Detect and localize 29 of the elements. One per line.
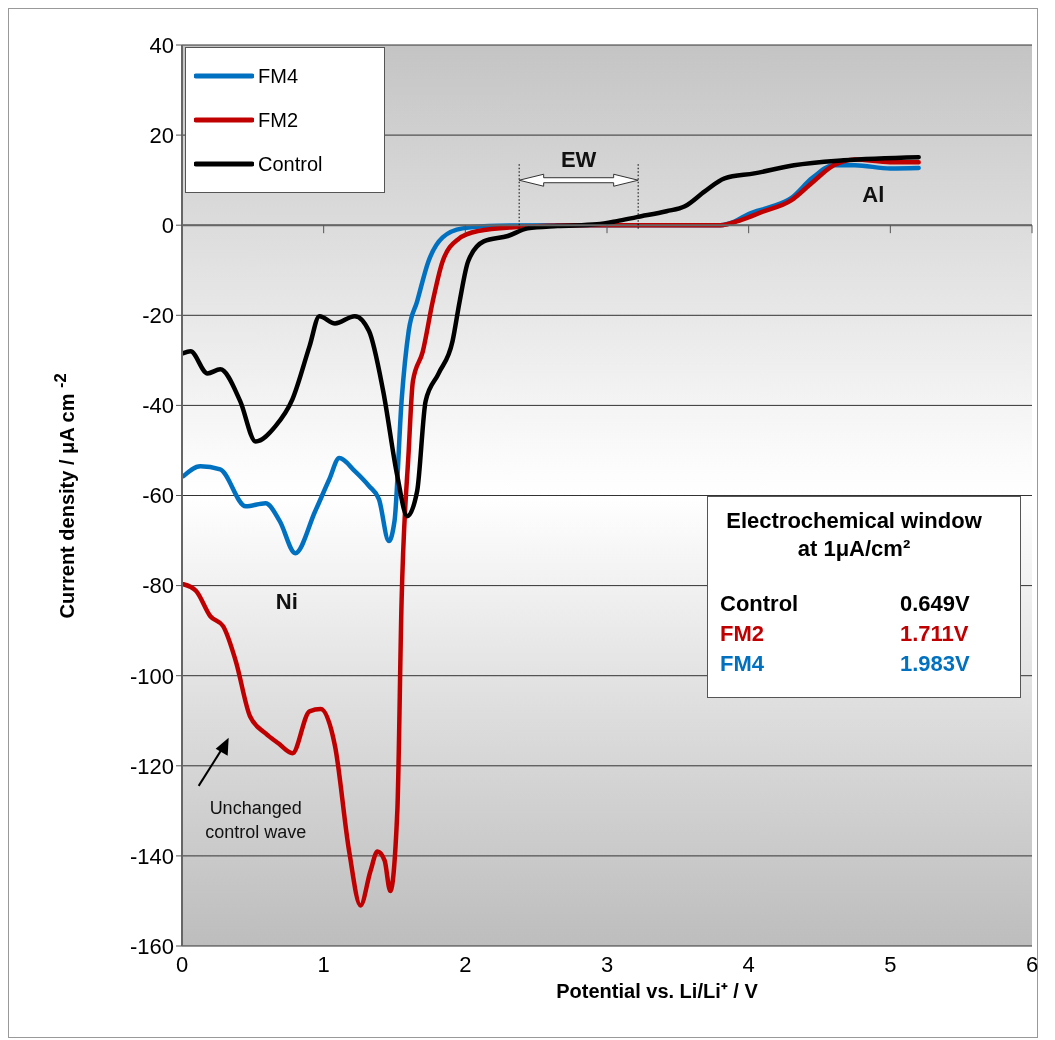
legend-label: FM4 [258,64,298,88]
y-tick-label: 20 [149,122,174,148]
y-tick-label: -140 [129,843,174,869]
annotation: Unchanged control wave [205,797,307,842]
x-tick-label: 1 [317,951,330,977]
x-tick-label: 6 [1025,951,1039,977]
y-tick-label: 0 [161,213,174,239]
x-tick-label: 5 [884,951,897,977]
text: FM4 1.983V [720,651,970,676]
annotation: EW [560,147,597,173]
y-tick-label: -160 [129,933,174,959]
x-tick-label: 4 [742,951,755,977]
annotation: Electrochemical window at 1μA/cm² [725,507,983,563]
text: FM2 1.711V [720,621,969,646]
y-tick-label: -60 [142,483,174,509]
annotation: Al [862,182,885,208]
x-tick-label: 2 [459,951,472,977]
legend-label: Control [258,152,323,176]
y-tick-label: -80 [142,573,174,599]
annotation: Ni [275,589,298,615]
x-axis-title: Potential vs. Li/Li⁺ / V [555,979,759,1004]
y-tick-label: -40 [142,393,174,419]
legend-label: FM2 [258,108,298,132]
y-tick-label: 40 [149,32,174,58]
x-tick-label: 3 [600,951,614,977]
y-tick-label: -20 [142,303,174,329]
text: Control 0.649V [720,591,970,616]
y-tick-label: -120 [129,753,174,779]
y-tick-label: -100 [129,663,174,689]
